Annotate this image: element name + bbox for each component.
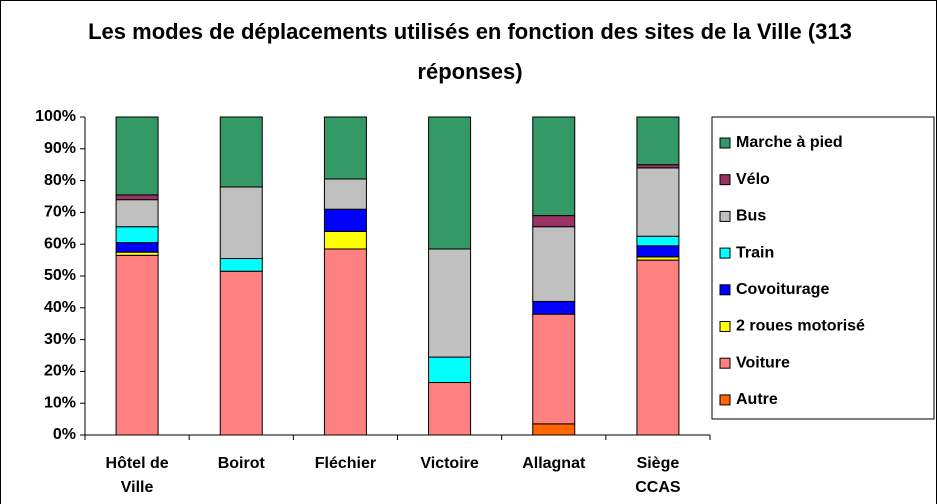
- bar-segment: [532, 313, 576, 425]
- bar-segment: [636, 116, 680, 166]
- bar-segment: [636, 167, 680, 237]
- y-tick-label: 40%: [44, 299, 76, 316]
- bar-segment: [115, 254, 159, 436]
- x-tick-label: Hôtel de Ville: [105, 455, 169, 496]
- y-tick-label: 20%: [44, 363, 76, 380]
- legend-box: [711, 116, 935, 420]
- legend-label: Voiture: [736, 354, 790, 371]
- y-tick-label: 90%: [44, 140, 76, 157]
- y-tick-label: 70%: [44, 204, 76, 221]
- legend-label: 2 roues motorisé: [736, 318, 865, 335]
- x-tick-label: Victoire: [420, 455, 479, 472]
- legend-label: Bus: [736, 208, 766, 225]
- x-tick-label: Allagnat: [522, 455, 586, 472]
- legend-swatch: [719, 357, 731, 369]
- x-tick-label: Boirot: [217, 455, 265, 472]
- bar-segment: [115, 226, 159, 244]
- bar-segment: [323, 248, 367, 436]
- y-tick-label: 0%: [53, 426, 76, 443]
- y-tick-label: 30%: [44, 331, 76, 348]
- legend-swatch: [719, 394, 731, 406]
- x-tick-label: Siège CCAS: [635, 455, 681, 496]
- y-tick-label: 50%: [44, 267, 76, 284]
- bar-segment: [219, 258, 263, 272]
- bar-segment: [428, 248, 472, 358]
- bar-segment: [219, 186, 263, 260]
- bar-segment: [532, 226, 576, 302]
- y-tick-label: 10%: [44, 394, 76, 411]
- bar-segment: [323, 116, 367, 180]
- bar-segment: [532, 423, 576, 436]
- bar-segment: [115, 194, 159, 201]
- bar-segment: [532, 215, 576, 228]
- bar-segment: [219, 116, 263, 188]
- legend-label: Covoiturage: [736, 281, 829, 298]
- legend-label: Vélo: [736, 171, 770, 188]
- chart-title: Les modes de déplacements utilisés en fo…: [88, 19, 852, 84]
- bar-segment: [115, 199, 159, 228]
- legend-swatch: [719, 210, 731, 222]
- x-tick-label: Fléchier: [314, 455, 377, 472]
- legend-swatch: [719, 174, 731, 186]
- legend-label: Autre: [736, 391, 778, 408]
- bar-segment: [219, 270, 263, 436]
- bar-segment: [323, 230, 367, 250]
- legend-swatch: [719, 321, 731, 332]
- legend-label: Marche à pied: [736, 134, 843, 151]
- bar-segment: [636, 245, 680, 258]
- bar-segment: [532, 300, 576, 315]
- bar-segment: [428, 116, 472, 250]
- bar-segment: [636, 259, 680, 436]
- bar-segment: [115, 116, 159, 196]
- legend-swatch: [719, 247, 731, 259]
- bar-segment: [428, 356, 472, 384]
- bar-segment: [115, 242, 159, 253]
- y-tick-label: 80%: [44, 172, 76, 189]
- bar-segment: [532, 116, 576, 217]
- legend-label: Train: [736, 244, 774, 261]
- bar-segment: [323, 208, 367, 232]
- legend-swatch: [719, 137, 731, 149]
- legend-swatch: [719, 284, 731, 296]
- y-tick-label: 60%: [44, 235, 76, 252]
- bar-segment: [428, 382, 472, 436]
- y-tick-label: 100%: [35, 108, 76, 125]
- bar-segment: [636, 235, 680, 247]
- bar-segment: [323, 178, 367, 210]
